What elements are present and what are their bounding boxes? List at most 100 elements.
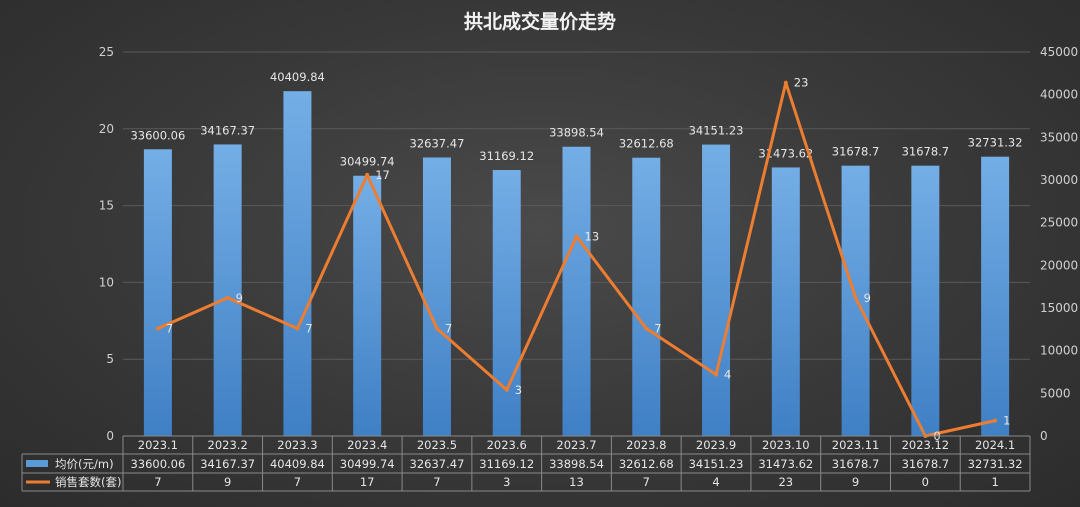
- category-label: 2023.3: [277, 438, 317, 452]
- line-point: [295, 326, 300, 331]
- bar-value-label: 31473.62: [758, 146, 813, 160]
- line-value-label: 9: [864, 291, 871, 305]
- bar: [911, 165, 940, 436]
- y-right-tick-label: 30000: [1040, 173, 1078, 187]
- bar: [771, 167, 800, 436]
- category-label: 2023.2: [208, 438, 248, 452]
- bar-value-label: 30499.74: [340, 155, 395, 169]
- bar-value-label: 31169.12: [479, 149, 534, 163]
- line-point: [434, 326, 439, 331]
- y-right-tick-label: 5000: [1040, 386, 1071, 400]
- y-left-tick-label: 5: [106, 352, 114, 366]
- legend-swatch-bar: [26, 460, 48, 467]
- y-right-tick-label: 10000: [1040, 344, 1078, 358]
- line-value-label: 7: [166, 321, 173, 335]
- legend-label-count: 销售套数(套): [55, 475, 121, 489]
- table-cell-count: 9: [224, 475, 231, 489]
- table-cell-count: 7: [154, 475, 161, 489]
- line-value-label: 17: [375, 168, 390, 182]
- bar: [143, 149, 172, 437]
- bar-value-label: 32731.32: [968, 136, 1023, 150]
- category-label: 2023.12: [902, 438, 950, 452]
- y-left-tick-label: 15: [99, 199, 114, 213]
- table-cell-count: 13: [569, 475, 584, 489]
- bar: [981, 156, 1010, 436]
- y-left-tick-label: 25: [99, 45, 114, 59]
- line-value-label: 7: [654, 321, 661, 335]
- y-right-tick-label: 15000: [1040, 301, 1078, 315]
- table-cell-price: 31169.12: [479, 457, 534, 471]
- bar: [283, 91, 312, 436]
- line-value-label: 4: [724, 368, 731, 382]
- bar: [213, 144, 242, 436]
- table-cell-count: 0: [922, 475, 929, 489]
- y-right-tick-label: 45000: [1040, 45, 1078, 59]
- table-cell-count: 3: [503, 475, 510, 489]
- line-point: [993, 418, 998, 423]
- bar-data-labels: 33600.06 34167.37 40409.84 30499.74 32637.47…: [130, 70, 1022, 169]
- bar-value-label: 31678.7: [832, 145, 880, 159]
- category-label: 2023.8: [626, 438, 666, 452]
- category-label: 2023.9: [696, 438, 736, 452]
- line-series: [155, 80, 998, 438]
- y-right-tick-label: 0: [1040, 429, 1048, 443]
- table-cell-price: 32612.68: [619, 457, 674, 471]
- table-cell-price: 31473.62: [758, 457, 813, 471]
- table-cell-price: 30499.74: [340, 457, 395, 471]
- category-label: 2023.4: [347, 438, 387, 452]
- category-label: 2023.7: [556, 438, 596, 452]
- line-point: [644, 326, 649, 331]
- table-cell-count: 1: [991, 475, 998, 489]
- table-cell-price: 33600.06: [130, 457, 185, 471]
- bar-value-label: 32612.68: [619, 137, 674, 151]
- y-right-tick-label: 20000: [1040, 258, 1078, 272]
- table-cell-price: 33898.54: [549, 457, 604, 471]
- table-cell-price: 34151.23: [689, 457, 744, 471]
- line-point: [225, 295, 230, 300]
- y-right-tick-label: 40000: [1040, 88, 1078, 102]
- line-value-label: 1: [1003, 414, 1010, 428]
- y-axis-left: 0 5 10 15 20 25: [99, 45, 114, 443]
- category-label: 2024.1: [975, 438, 1015, 452]
- line-value-label: 13: [585, 229, 600, 243]
- category-label: 2023.11: [832, 438, 880, 452]
- line-point: [714, 372, 719, 377]
- line-point: [783, 80, 788, 85]
- line-point: [574, 234, 579, 239]
- line-value-label: 7: [305, 321, 312, 335]
- bar: [562, 146, 591, 436]
- table-cell-count: 9: [852, 475, 859, 489]
- bar: [353, 175, 382, 437]
- line-value-label: 9: [236, 291, 243, 305]
- category-label: 2023.5: [417, 438, 457, 452]
- table-cell-price: 40409.84: [270, 457, 325, 471]
- y-right-tick-label: 25000: [1040, 216, 1078, 230]
- table-cell-count: 7: [294, 475, 301, 489]
- line-point: [365, 172, 370, 177]
- bar-value-label: 34151.23: [689, 124, 744, 138]
- line-value-label: 7: [445, 321, 452, 335]
- table-cell-count: 23: [778, 475, 793, 489]
- bar: [632, 157, 661, 436]
- line-point: [853, 295, 858, 300]
- line-point: [155, 326, 160, 331]
- table-cell-count: 4: [712, 475, 719, 489]
- table-cell-price: 34167.37: [200, 457, 255, 471]
- table-cell-price: 31678.7: [902, 457, 950, 471]
- data-table: 2023.133600.0672023.234167.3792023.34040…: [21, 435, 1031, 492]
- line-value-label: 3: [515, 383, 522, 397]
- line-point: [504, 387, 509, 392]
- y-right-tick-label: 35000: [1040, 130, 1078, 144]
- y-left-tick-label: 20: [99, 122, 114, 136]
- category-label: 2023.6: [487, 438, 527, 452]
- y-left-tick-label: 0: [106, 429, 114, 443]
- bar-value-label: 34167.37: [200, 123, 255, 137]
- table-cell-count: 17: [360, 475, 375, 489]
- table-cell-price: 32731.32: [968, 457, 1023, 471]
- legend-label-price: 均价(元/m): [55, 457, 114, 471]
- bar: [702, 144, 731, 436]
- table-cell-price: 31678.7: [832, 457, 880, 471]
- bar-value-label: 31678.7: [902, 145, 950, 159]
